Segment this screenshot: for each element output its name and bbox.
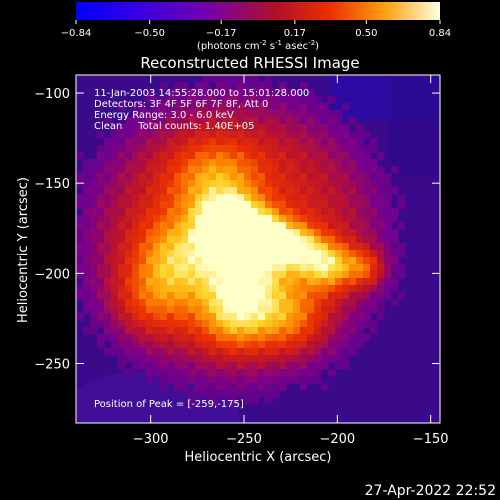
colorbar-tick-label: 0.50 xyxy=(355,28,377,39)
chart-title: Reconstructed RHESSI Image xyxy=(140,54,359,72)
y-tick-label: −150 xyxy=(34,177,70,192)
annotation-energy-range: Energy Range: 3.0 - 6.0 keV xyxy=(94,110,234,121)
colorbar-tick-label: 0.17 xyxy=(284,28,306,39)
x-tick-label: −150 xyxy=(413,432,449,447)
y-axis-label: Heliocentric Y (arcsec) xyxy=(16,177,31,323)
colorbar-tick-label: 0.84 xyxy=(429,28,451,39)
heatmap-image xyxy=(76,75,440,423)
annotation-detectors: Detectors: 3F 4F 5F 6F 7F 8F, Att 0 xyxy=(94,99,268,110)
axis-tick-labels: −300 −250 −200 −150 −100 −150 −200 −250 xyxy=(34,87,448,447)
x-tick-label: −200 xyxy=(319,432,355,447)
colorbar-ticks xyxy=(75,20,441,24)
colorbar-tick-label: −0.17 xyxy=(206,28,237,39)
colorbar-unit-label: (photons cm-2 s-1 asec-2) xyxy=(197,39,319,52)
x-tick-label: −250 xyxy=(226,432,262,447)
annotation-clean-counts: Clean Total counts: 1.40E+05 xyxy=(94,121,254,132)
colorbar-tick-labels: −0.84 −0.50 −0.17 0.17 0.50 0.84 xyxy=(61,28,451,39)
timestamp: 27-Apr-2022 22:52 xyxy=(364,483,496,499)
plot-frame xyxy=(75,74,441,424)
annotation-time-range: 11-Jan-2003 14:55:28.000 to 15:01:28.000 xyxy=(94,88,309,99)
colorbar-tick-label: −0.50 xyxy=(134,28,165,39)
colorbar-tick-label: −0.84 xyxy=(61,28,92,39)
axis-ticks xyxy=(76,75,440,423)
annotation-peak-position: Position of Peak = [-259,-175] xyxy=(94,399,244,410)
y-tick-label: −200 xyxy=(34,267,70,282)
colorbar xyxy=(76,2,440,20)
y-tick-label: −250 xyxy=(34,357,70,372)
y-tick-label: −100 xyxy=(34,87,70,102)
x-tick-label: −300 xyxy=(133,432,169,447)
x-axis-label: Heliocentric X (arcsec) xyxy=(185,450,332,465)
